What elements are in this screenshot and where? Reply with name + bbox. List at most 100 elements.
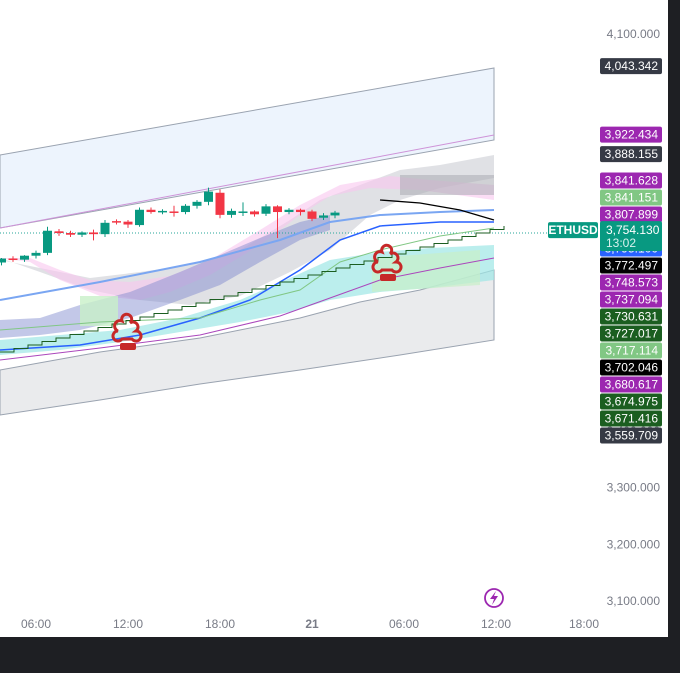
- candle-body: [89, 232, 98, 235]
- teal-cloud-band: [0, 245, 494, 355]
- symbol-tag-bg: [548, 222, 598, 239]
- time-tick-label: 21: [305, 617, 319, 631]
- price-label-badge: 3,680.617: [600, 376, 662, 393]
- price-chart[interactable]: 4,100.0003,400.0003,300.0003,200.0003,10…: [0, 0, 668, 637]
- price-tick-label: 4,100.000: [607, 27, 661, 41]
- candle-body: [284, 209, 294, 213]
- candle-body: [261, 206, 271, 214]
- candle-body: [158, 210, 167, 213]
- candle-body: [273, 206, 282, 213]
- price-tick-label: 3,300.000: [607, 481, 661, 495]
- candle: [100, 219, 110, 237]
- time-tick-label: 12:00: [481, 617, 511, 631]
- candle: [284, 208, 294, 215]
- price-badge-bg: [600, 291, 662, 308]
- candle: [204, 187, 213, 206]
- price-badge-text: 3,888.155: [605, 147, 659, 161]
- price-badge-bg: [600, 257, 662, 274]
- pivot-marker-icon: [111, 312, 143, 350]
- candle: [296, 208, 305, 216]
- lightning-icon[interactable]: [484, 588, 504, 608]
- price-badge-text: 3,680.617: [605, 377, 659, 391]
- price-label-badge: 3,559.709: [600, 427, 662, 444]
- pivot-marker-outline: [111, 312, 143, 343]
- candle: [135, 207, 144, 227]
- candle-body: [192, 201, 202, 206]
- indicator-bands: [0, 67, 495, 416]
- time-tick-label: 18:00: [205, 617, 235, 631]
- candle-body: [250, 211, 259, 215]
- shaded-cloud-band: [0, 155, 494, 305]
- candle-body: [169, 211, 179, 213]
- candle-body: [181, 205, 190, 213]
- price-tick-label: 3,100.000: [607, 594, 661, 608]
- candle-series: [0, 187, 340, 266]
- candle-body: [100, 222, 110, 235]
- price-badge-text: 3,922.434: [605, 128, 659, 142]
- candle: [250, 210, 259, 217]
- price-badge-text: 3,748.573: [605, 275, 659, 289]
- price-badge-text: 3,772.497: [605, 258, 659, 272]
- candle: [169, 205, 179, 217]
- price-label-badge: 3,807.899: [600, 206, 662, 223]
- last-price-text: 3,754.130: [606, 223, 660, 237]
- price-badge-text: 3,727.017: [605, 326, 659, 340]
- price-label-badge: 3,717.114: [600, 342, 662, 359]
- candle-body: [43, 230, 52, 253]
- stepped-trail-line: [0, 226, 505, 353]
- price-badge-text: 3,807.899: [605, 207, 659, 221]
- candle-body: [0, 258, 6, 263]
- price-badge-bg: [600, 172, 662, 189]
- upper-envelope-line: [0, 134, 495, 229]
- candle-body: [77, 232, 87, 235]
- candle: [20, 255, 29, 262]
- time-axis[interactable]: 06:00 12:00 18:00 21 06:00 12:00 18:00: [21, 617, 599, 631]
- pivot-marker-base: [120, 343, 136, 350]
- green-box-a: [80, 296, 118, 326]
- pivot-marker-outline: [371, 243, 403, 274]
- price-label-badge: 3,671.416: [600, 410, 662, 427]
- candle-body: [330, 212, 340, 216]
- price-axis[interactable]: 4,100.0003,400.0003,300.0003,200.0003,10…: [548, 27, 662, 608]
- candle-body: [20, 255, 29, 260]
- price-label-badge: 3,674.975: [600, 393, 662, 410]
- candle: [0, 257, 6, 266]
- candle-body: [296, 209, 305, 213]
- grey-box-a: [400, 175, 494, 195]
- price-tick-label: 3,200.000: [607, 537, 661, 551]
- price-badge-bg: [600, 376, 662, 393]
- price-badge-text: 3,737.094: [605, 292, 659, 306]
- candle: [123, 219, 133, 228]
- time-tick-label: 06:00: [389, 617, 419, 631]
- price-badge-bg: [600, 274, 662, 291]
- indicator-lines: [0, 199, 548, 361]
- candle-body: [8, 258, 18, 261]
- candle: [66, 230, 75, 237]
- price-badge-bg: [600, 359, 662, 376]
- countdown-text: 13:02: [606, 236, 636, 250]
- candle: [261, 204, 271, 217]
- candle: [227, 208, 236, 218]
- candle: [307, 209, 317, 222]
- candle: [181, 204, 190, 215]
- last-price-bg: [600, 221, 662, 252]
- candle-body: [31, 252, 41, 256]
- candle: [192, 200, 202, 209]
- price-badge-bg: [600, 146, 662, 163]
- price-label-badge: 3,727.017: [600, 325, 662, 342]
- price-badge-bg: [600, 308, 662, 325]
- price-badge-text: 3,702.046: [605, 360, 659, 374]
- price-label-badge: 3,841.628: [600, 172, 662, 189]
- price-badge-bg: [600, 342, 662, 359]
- candle-body: [54, 231, 64, 234]
- price-label-badge: 3,748.573: [600, 274, 662, 291]
- window-frame: [668, 0, 680, 637]
- pivot-marker-base: [380, 274, 396, 281]
- price-badge-text: 3,730.631: [605, 309, 659, 323]
- price-badge-bg: [600, 410, 662, 427]
- price-label-badge: 3,888.155: [600, 146, 662, 163]
- symbol-tag[interactable]: ETHUSD: [548, 222, 598, 239]
- price-badge-text: 3,559.709: [605, 428, 659, 442]
